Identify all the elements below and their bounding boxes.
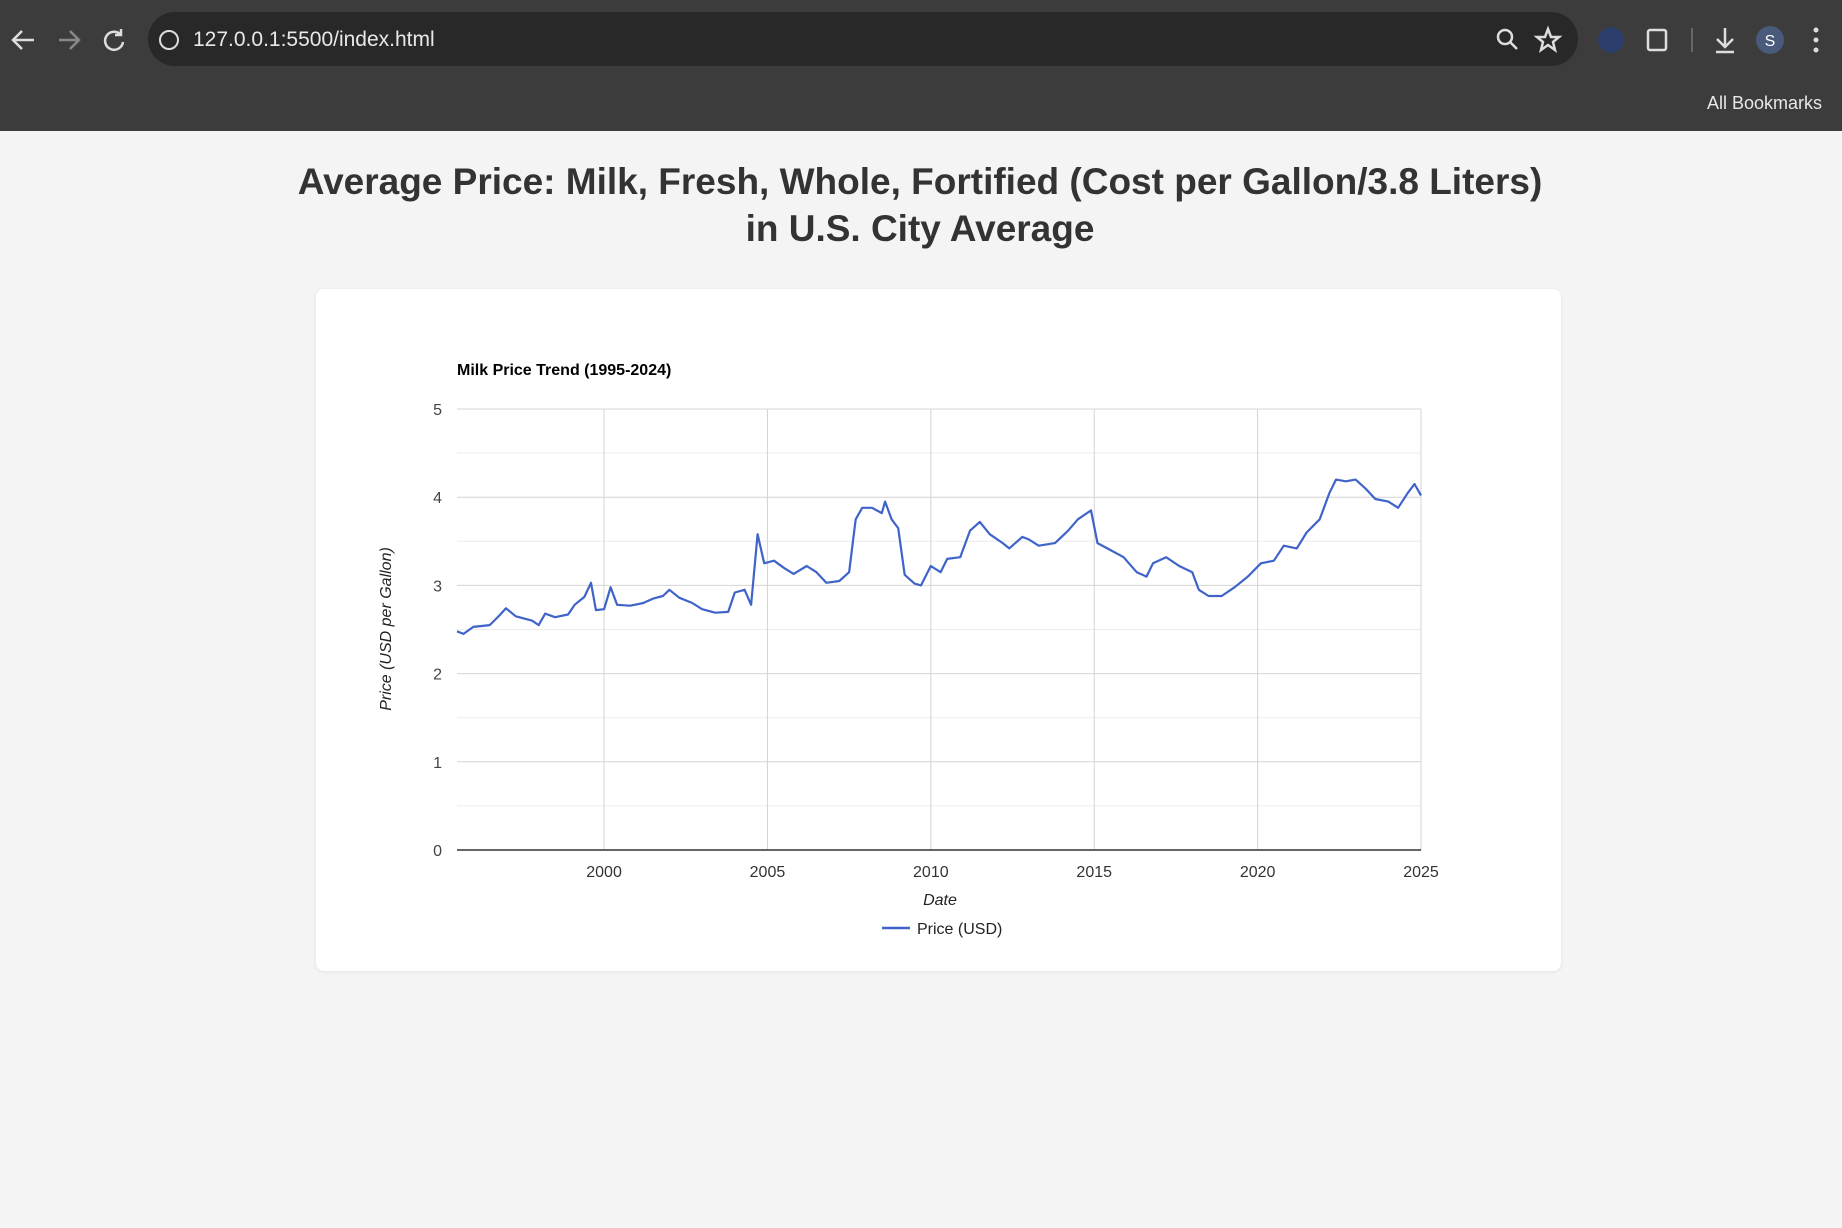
zoom-icon[interactable] (1496, 28, 1514, 46)
download-icon[interactable] (1716, 28, 1734, 54)
bookmarks-bar (0, 66, 1842, 131)
y-tick-label: 1 (433, 755, 442, 772)
y-tick-label: 0 (433, 843, 442, 860)
y-axis-label: Price (USD per Gallon) (378, 547, 395, 711)
y-tick-label: 2 (433, 667, 442, 684)
site-info[interactable] (159, 30, 179, 50)
back-button[interactable] (11, 30, 34, 50)
x-tick-label: 2015 (1076, 864, 1112, 881)
x-tick-label: 2025 (1403, 864, 1439, 881)
address-bar[interactable] (148, 12, 1578, 66)
profile-avatar[interactable] (1756, 26, 1784, 54)
extensions-icon[interactable] (1646, 28, 1668, 52)
x-tick-label: 2010 (913, 864, 949, 881)
y-tick-label: 4 (433, 490, 442, 507)
profile-extension[interactable] (1598, 27, 1624, 53)
y-tick-label: 3 (433, 578, 442, 595)
bookmark-star[interactable] (1533, 25, 1563, 53)
line-series (456, 478, 1422, 635)
forward-button[interactable] (59, 30, 81, 50)
chart-title: Milk Price Trend (1995-2024) (457, 362, 671, 379)
y-tick-label: 5 (433, 402, 442, 419)
legend-label: Price (USD) (917, 921, 1002, 938)
x-tick-label: 2020 (1240, 864, 1276, 881)
page-title: Average Price: Milk, Fresh, Whole, Forti… (297, 161, 1543, 249)
profile-initial: S (1765, 33, 1776, 50)
reload-button[interactable] (103, 29, 125, 51)
x-tick-label: 2005 (750, 864, 786, 881)
x-axis-label: Date (923, 892, 957, 909)
x-tick-label: 2000 (586, 864, 622, 881)
